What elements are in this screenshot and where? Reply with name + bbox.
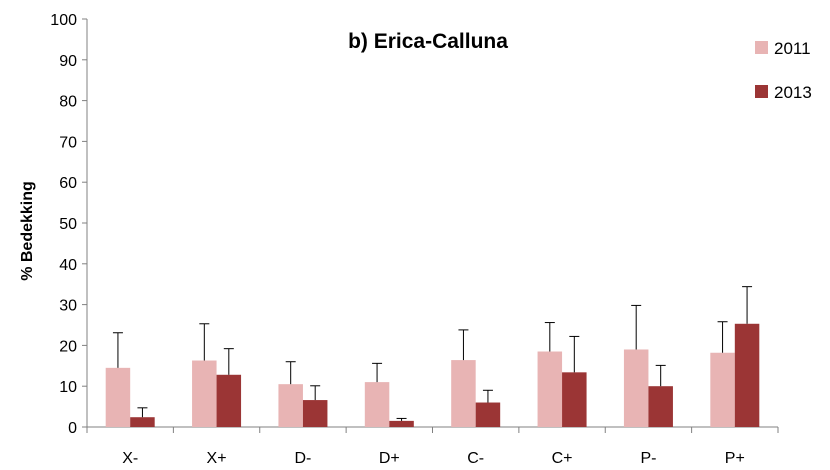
bar-2011 (710, 352, 735, 427)
bar-2011 (451, 360, 476, 427)
legend: 2011 2013 (755, 39, 812, 102)
bar-2011 (278, 384, 303, 427)
bar-2011 (364, 382, 390, 427)
y-tick-label: 60 (59, 175, 77, 192)
legend-swatch-2013 (755, 85, 768, 98)
x-tick-label: C- (467, 450, 484, 467)
bar-2013 (389, 420, 414, 427)
y-tick-label: 10 (59, 379, 77, 396)
x-tick-label: X+ (207, 450, 227, 467)
bar-2013 (475, 402, 501, 427)
y-tick-label: 100 (50, 12, 77, 29)
y-tick-label: 20 (59, 338, 77, 355)
bar-2013 (562, 372, 587, 427)
bar-2013 (648, 386, 673, 427)
y-tick-label: 40 (59, 257, 77, 274)
y-tick-label: 30 (59, 298, 77, 315)
legend-swatch-2011 (755, 41, 768, 54)
x-tick-label: D+ (379, 450, 400, 467)
bar-2011 (105, 367, 131, 427)
y-tick-label: 50 (59, 216, 77, 233)
bar-2013 (734, 323, 760, 427)
bar-2013 (216, 374, 242, 427)
legend-label-2013: 2013 (774, 83, 812, 102)
y-tick-label: 80 (59, 94, 77, 111)
plot-area: 0 10 20 30 40 50 60 70 80 90 100 X- X+ D- D+ C- C+ P- P+ (50, 12, 779, 467)
y-axis-label: % Bedekking (19, 181, 36, 281)
bar-2013 (302, 400, 328, 427)
bar-2011 (537, 351, 563, 427)
x-tick-label: P+ (725, 450, 745, 467)
x-tick-label: C+ (552, 450, 573, 467)
y-tick-label: 0 (68, 420, 77, 437)
bar-2011 (623, 349, 649, 427)
x-tick-label: D- (294, 450, 311, 467)
bar-2013 (130, 417, 155, 427)
legend-label-2011: 2011 (774, 39, 811, 58)
x-tick-label: P- (640, 450, 656, 467)
x-tick-label: X- (122, 450, 138, 467)
bar-2011 (192, 360, 217, 427)
chart-title: b) Erica-Calluna (348, 30, 508, 53)
y-tick-label: 70 (59, 134, 77, 151)
y-tick-label: 90 (59, 53, 77, 70)
